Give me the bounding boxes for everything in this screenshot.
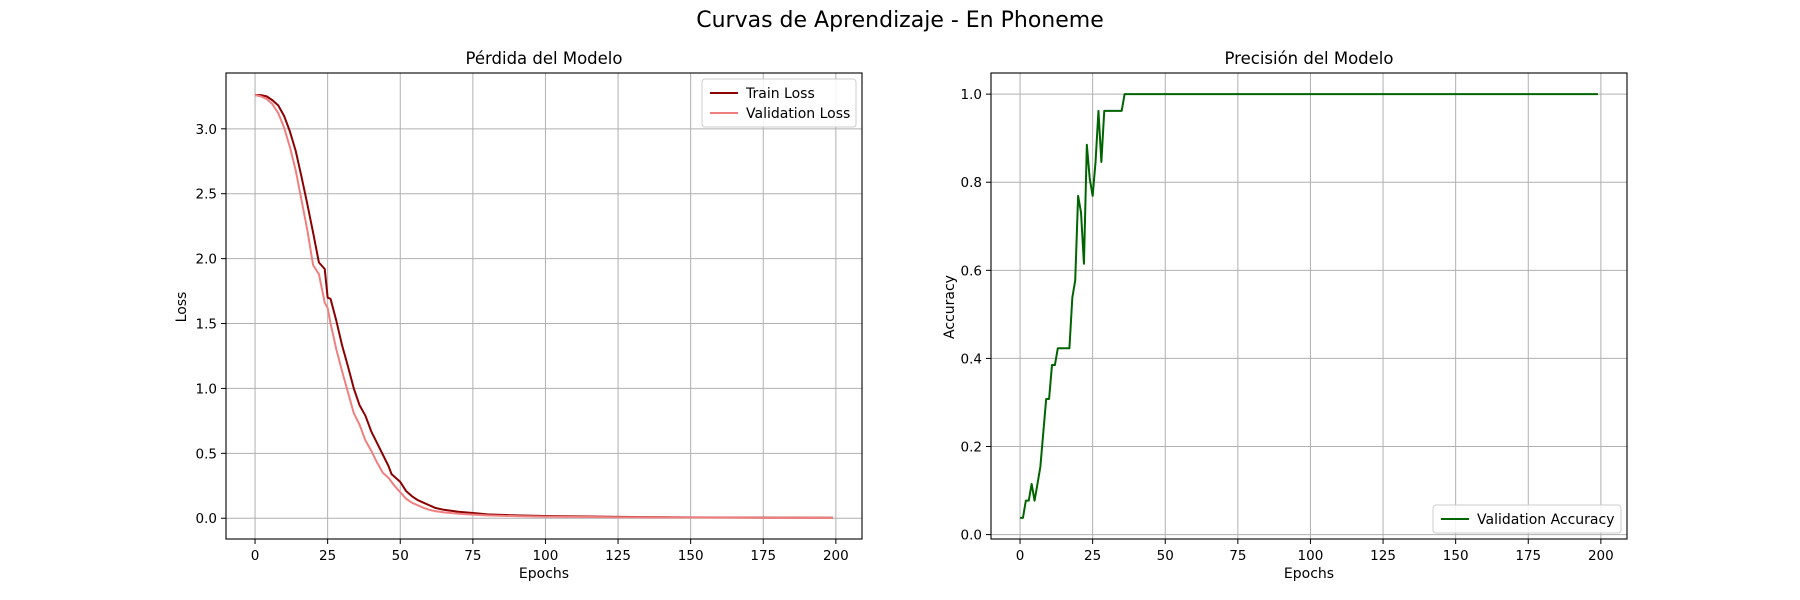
figure-suptitle: Curvas de Aprendizaje - En Phoneme	[696, 8, 1103, 33]
loss-chart-frame	[225, 72, 863, 540]
accuracy-chart-ytick-label: 0.6	[961, 263, 982, 279]
loss-chart: Pérdida del Modelo Epochs Loss 0 25 50 75 10…	[174, 49, 863, 582]
accuracy-chart-xtick-label: 150	[1443, 548, 1469, 564]
loss-chart-ytick-label: 0.0	[196, 511, 217, 527]
loss-chart-legend: Train Loss Validation Loss	[701, 78, 857, 128]
loss-chart-xtick-label: 75	[464, 548, 481, 564]
accuracy-chart-legend: Validation Accuracy	[1432, 504, 1622, 534]
loss-chart-series-line-0	[255, 94, 833, 519]
accuracy-chart-ytick-label: 0.0	[961, 528, 982, 544]
loss-chart-ylabel: Loss	[174, 292, 190, 323]
accuracy-chart-frame	[990, 72, 1628, 540]
loss-chart-xlabel: Epochs	[519, 566, 569, 582]
accuracy-chart-legend-box	[1432, 504, 1622, 534]
loss-chart-xtick-label: 0	[251, 548, 260, 564]
accuracy-chart-ylabel: Accuracy	[942, 275, 958, 339]
loss-chart-ytick-label: 3.0	[196, 122, 217, 138]
accuracy-chart-xtick-label: 100	[1298, 548, 1324, 564]
loss-chart-ytick-label: 2.5	[196, 187, 217, 203]
accuracy-chart-xtick-label: 25	[1084, 548, 1101, 564]
loss-chart-xtick-label: 100	[533, 548, 559, 564]
loss-chart-ytick-label: 0.5	[196, 446, 217, 462]
loss-chart-xtick-label: 50	[392, 548, 409, 564]
accuracy-chart-xtick-label: 75	[1229, 548, 1246, 564]
accuracy-chart-xtick-label: 125	[1370, 548, 1396, 564]
loss-chart-xtick-label: 175	[750, 548, 776, 564]
accuracy-chart-legend-label: Validation Accuracy	[1477, 512, 1615, 528]
loss-chart-legend-label: Train Loss	[745, 86, 815, 102]
loss-chart-ytick-label: 1.0	[196, 381, 217, 397]
accuracy-chart-ytick-label: 0.2	[961, 440, 982, 456]
loss-chart-xtick-label: 125	[605, 548, 631, 564]
accuracy-chart-xtick-label: 50	[1157, 548, 1174, 564]
accuracy-chart-xtick-label: 175	[1515, 548, 1541, 564]
loss-chart-ytick-label: 2.0	[196, 252, 217, 268]
loss-chart-legend-box	[701, 78, 857, 128]
accuracy-chart-xlabel: Epochs	[1284, 566, 1334, 582]
loss-chart-series-line-1	[254, 94, 833, 519]
loss-chart-ytick-label: 1.5	[196, 317, 217, 333]
loss-chart-title: Pérdida del Modelo	[466, 49, 623, 68]
accuracy-chart-ytick-label: 0.8	[961, 175, 982, 191]
loss-chart-xtick-label: 150	[678, 548, 704, 564]
loss-chart-xtick-label: 200	[823, 548, 849, 564]
accuracy-chart: Precisión del Modelo Epochs Accuracy 0 25…	[942, 49, 1628, 582]
loss-chart-legend-label: Validation Loss	[746, 106, 850, 122]
accuracy-chart-title: Precisión del Modelo	[1225, 49, 1394, 68]
accuracy-chart-xtick-label: 0	[1016, 548, 1025, 564]
loss-chart-xtick-label: 25	[319, 548, 336, 564]
accuracy-chart-xtick-label: 200	[1588, 548, 1614, 564]
accuracy-chart-ytick-label: 1.0	[961, 87, 982, 103]
accuracy-chart-series-line-0	[1020, 93, 1598, 519]
accuracy-chart-ytick-label: 0.4	[961, 351, 982, 367]
